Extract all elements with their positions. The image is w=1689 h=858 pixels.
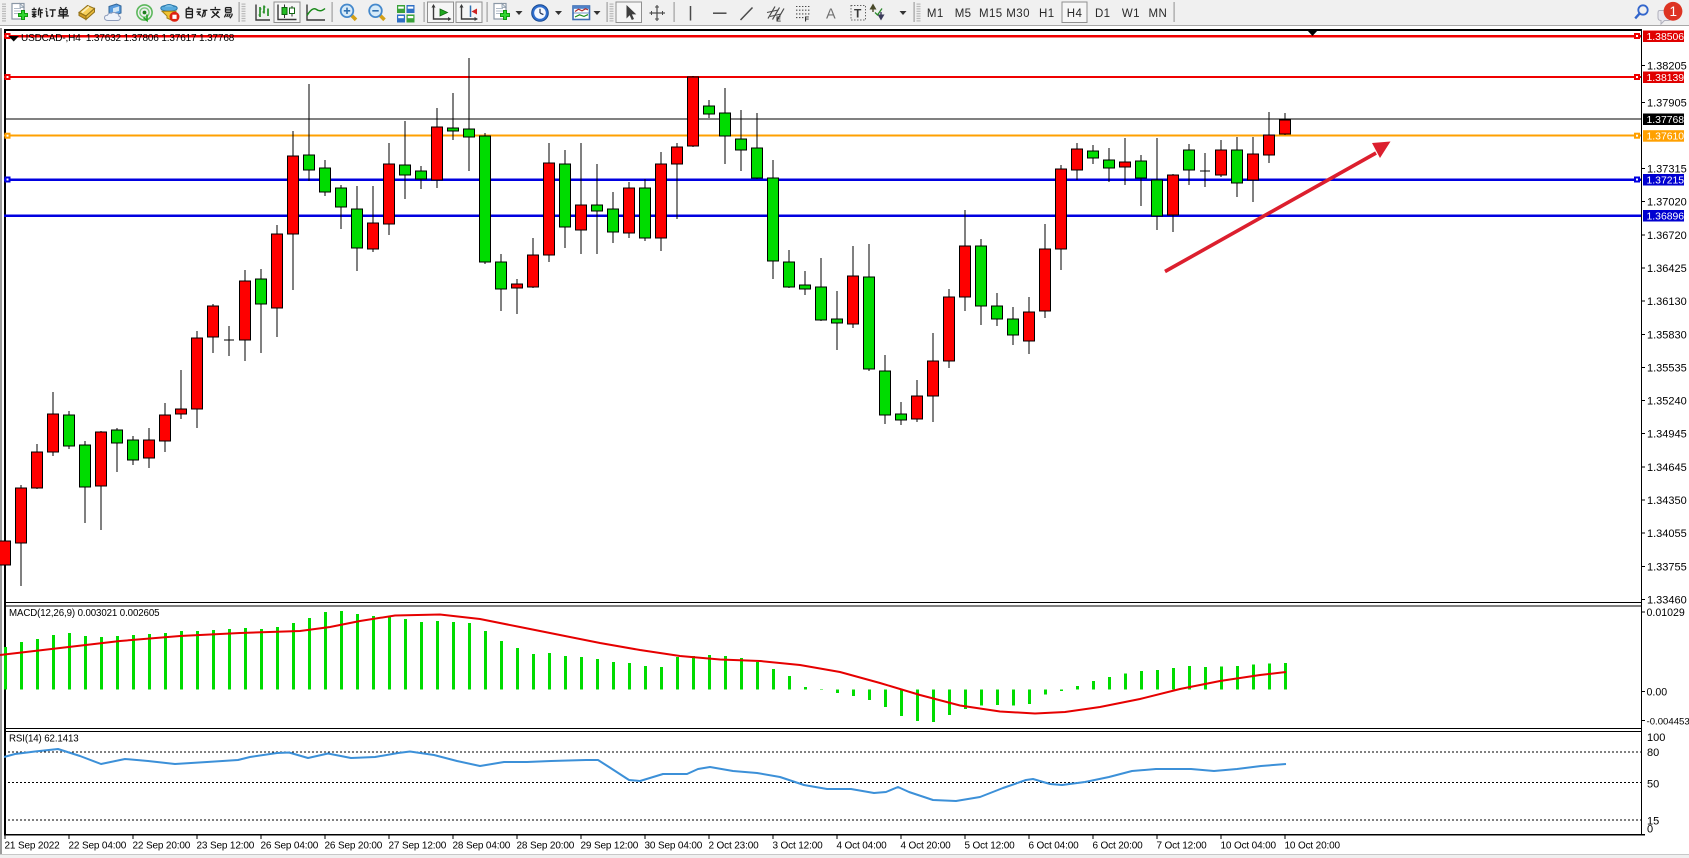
svg-text:22 Sep 04:00: 22 Sep 04:00 [69,841,127,852]
svg-text:W1: W1 [1122,8,1140,20]
svg-text:15: 15 [1647,816,1659,828]
svg-text:28 Sep 04:00: 28 Sep 04:00 [453,841,511,852]
svg-text:1.35535: 1.35535 [1647,363,1687,375]
svg-text:7 Oct 12:00: 7 Oct 12:00 [1157,841,1208,852]
svg-text:1.36425: 1.36425 [1647,263,1687,275]
svg-text:M1: M1 [927,8,944,20]
svg-text:1.34645: 1.34645 [1647,462,1687,474]
svg-text:4 Oct 20:00: 4 Oct 20:00 [901,841,952,852]
svg-text:-0.004453: -0.004453 [1647,717,1689,728]
svg-text:MACD(12,26,9) 0.003021 0.00260: MACD(12,26,9) 0.003021 0.002605 [9,608,159,619]
svg-text:1: 1 [1669,4,1677,19]
svg-text:H1: H1 [1039,8,1055,20]
svg-text:1.36896: 1.36896 [1647,211,1685,222]
svg-text:D1: D1 [1095,8,1111,20]
svg-text:6 Oct 04:00: 6 Oct 04:00 [1029,841,1080,852]
svg-text:23 Sep 12:00: 23 Sep 12:00 [197,841,255,852]
svg-text:100: 100 [1647,732,1665,744]
svg-text:29 Sep 12:00: 29 Sep 12:00 [581,841,639,852]
svg-text:0.00: 0.00 [1647,687,1668,699]
svg-text:M15: M15 [979,8,1003,20]
svg-text:F: F [805,15,810,24]
svg-text:1.35240: 1.35240 [1647,396,1687,408]
svg-text:1.37215: 1.37215 [1647,175,1685,186]
svg-text:1.37905: 1.37905 [1647,98,1687,110]
svg-text:50: 50 [1647,779,1659,791]
svg-text:10 Oct 04:00: 10 Oct 04:00 [1221,841,1277,852]
svg-text:1.38139: 1.38139 [1647,73,1685,84]
svg-text:1.38205: 1.38205 [1647,61,1687,73]
svg-text:21 Sep 2022: 21 Sep 2022 [5,841,61,852]
svg-text:1.35830: 1.35830 [1647,330,1687,342]
svg-text:80: 80 [1647,747,1659,759]
svg-text:0: 0 [1647,824,1653,836]
svg-text:USDCAD-,H4 1.37632 1.37806 1.: USDCAD-,H4 1.37632 1.37806 1.37617 1.377… [21,33,235,44]
svg-text:5 Oct 12:00: 5 Oct 12:00 [965,841,1016,852]
svg-text:1.37768: 1.37768 [1647,115,1685,126]
svg-text:A: A [826,7,836,23]
svg-text:RSI(14) 62.1413: RSI(14) 62.1413 [9,734,79,745]
svg-text:M30: M30 [1006,8,1030,20]
svg-text:4 Oct 04:00: 4 Oct 04:00 [837,841,888,852]
svg-text:1.37315: 1.37315 [1647,164,1687,176]
svg-text:30 Sep 04:00: 30 Sep 04:00 [645,841,703,852]
svg-text:27 Sep 12:00: 27 Sep 12:00 [389,841,447,852]
svg-text:22 Sep 20:00: 22 Sep 20:00 [133,841,191,852]
svg-text:2 Oct 23:00: 2 Oct 23:00 [709,841,760,852]
svg-text:0.01029: 0.01029 [1647,607,1685,619]
svg-text:H4: H4 [1067,8,1083,20]
svg-text:1.37610: 1.37610 [1647,132,1685,143]
svg-text:1.33460: 1.33460 [1647,594,1687,606]
svg-text:1.33755: 1.33755 [1647,561,1687,573]
svg-text:10 Oct 20:00: 10 Oct 20:00 [1285,841,1341,852]
svg-text:26 Sep 04:00: 26 Sep 04:00 [261,841,319,852]
svg-text:M5: M5 [955,8,972,20]
svg-text:MN: MN [1149,8,1168,20]
svg-text:26 Sep 20:00: 26 Sep 20:00 [325,841,383,852]
svg-text:E: E [776,15,781,24]
svg-text:1.37020: 1.37020 [1647,197,1687,209]
svg-text:1.38506: 1.38506 [1647,32,1685,43]
svg-text:1.34945: 1.34945 [1647,429,1687,441]
svg-text:T: T [854,7,862,21]
svg-text:1.34055: 1.34055 [1647,528,1687,540]
svg-text:28 Sep 20:00: 28 Sep 20:00 [517,841,575,852]
svg-text:1.34350: 1.34350 [1647,495,1687,507]
svg-text:1.36720: 1.36720 [1647,230,1687,242]
svg-text:3 Oct 12:00: 3 Oct 12:00 [773,841,824,852]
svg-text:6 Oct 20:00: 6 Oct 20:00 [1093,841,1144,852]
svg-text:1.36130: 1.36130 [1647,296,1687,308]
